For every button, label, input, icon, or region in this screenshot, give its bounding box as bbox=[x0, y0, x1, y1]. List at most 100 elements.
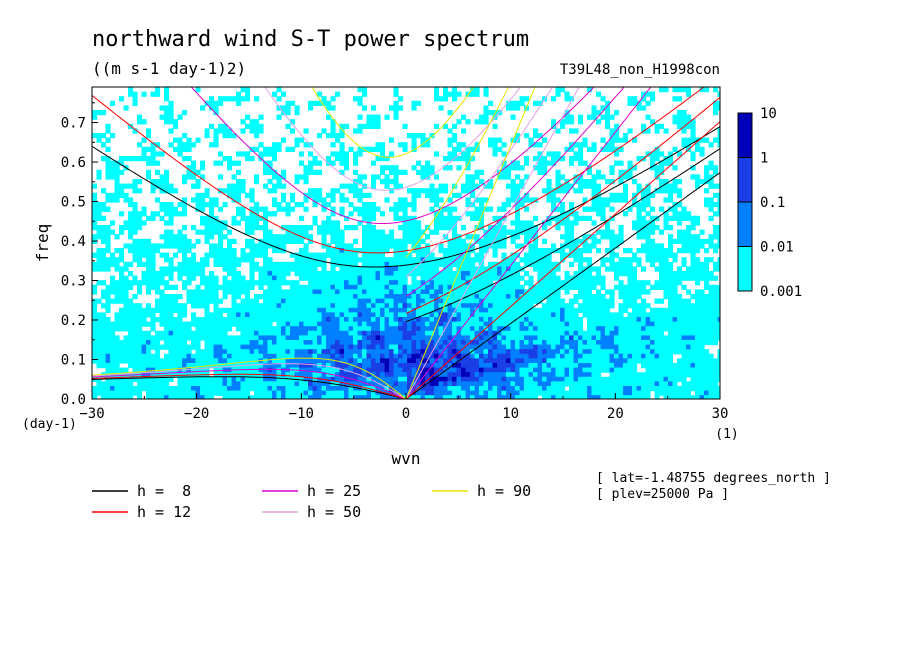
heatmap-cell bbox=[605, 312, 611, 318]
heatmap-cell bbox=[276, 179, 282, 185]
heatmap-cell bbox=[195, 238, 201, 244]
heatmap-cell bbox=[402, 335, 408, 341]
heatmap-cell bbox=[137, 344, 143, 350]
heatmap-cell bbox=[353, 96, 359, 102]
heatmap-cell bbox=[578, 215, 584, 221]
heatmap-cell bbox=[411, 275, 417, 281]
heatmap-cell bbox=[483, 206, 489, 212]
heatmap-cell bbox=[632, 303, 638, 309]
heatmap-cell bbox=[128, 234, 134, 240]
heatmap-cell bbox=[555, 326, 561, 332]
heatmap-cell bbox=[479, 243, 485, 249]
heatmap-cell bbox=[479, 275, 485, 281]
heatmap-cell bbox=[384, 261, 390, 267]
heatmap-cell bbox=[506, 289, 512, 295]
heatmap-cell bbox=[164, 202, 170, 208]
heatmap-cell bbox=[155, 353, 161, 359]
heatmap-cell bbox=[101, 312, 107, 318]
heatmap-cell bbox=[434, 211, 440, 217]
heatmap-cell bbox=[492, 340, 498, 346]
heatmap-cell bbox=[146, 146, 152, 152]
heatmap-cell bbox=[645, 349, 651, 355]
heatmap-cell bbox=[402, 349, 408, 355]
heatmap-cell bbox=[461, 321, 467, 327]
heatmap-cell bbox=[641, 358, 647, 364]
heatmap-cell bbox=[308, 105, 314, 111]
heatmap-cell bbox=[420, 340, 426, 346]
heatmap-cell bbox=[483, 119, 489, 125]
heatmap-cell bbox=[339, 303, 345, 309]
heatmap-cell bbox=[290, 197, 296, 203]
heatmap-cell bbox=[281, 275, 287, 281]
heatmap-cell bbox=[321, 220, 327, 226]
heatmap-cell bbox=[204, 312, 210, 318]
heatmap-cell bbox=[177, 330, 183, 336]
heatmap-cell bbox=[668, 243, 674, 249]
heatmap-cell bbox=[366, 363, 372, 369]
heatmap-cell bbox=[591, 238, 597, 244]
heatmap-cell bbox=[114, 165, 120, 171]
heatmap-cell bbox=[641, 96, 647, 102]
heatmap-cell bbox=[510, 100, 516, 106]
heatmap-cell bbox=[537, 340, 543, 346]
heatmap-cell bbox=[146, 128, 152, 134]
heatmap-cell bbox=[186, 330, 192, 336]
heatmap-cell bbox=[452, 133, 458, 139]
heatmap-cell bbox=[717, 266, 720, 272]
heatmap-cell bbox=[551, 243, 557, 249]
heatmap-cell bbox=[515, 289, 521, 295]
heatmap-cell bbox=[600, 275, 606, 281]
heatmap-cell bbox=[393, 252, 399, 258]
heatmap-cell bbox=[416, 266, 422, 272]
heatmap-cell bbox=[312, 317, 318, 323]
heatmap-cell bbox=[474, 211, 480, 217]
heatmap-cell bbox=[677, 238, 683, 244]
heatmap-cell bbox=[191, 358, 197, 364]
heatmap-cell bbox=[605, 317, 611, 323]
heatmap-cell bbox=[123, 284, 129, 290]
heatmap-cell bbox=[483, 110, 489, 116]
heatmap-cell bbox=[164, 363, 170, 369]
heatmap-cell bbox=[177, 114, 183, 120]
heatmap-cell bbox=[173, 321, 179, 327]
heatmap-cell bbox=[668, 188, 674, 194]
heatmap-cell bbox=[249, 238, 255, 244]
heatmap-cell bbox=[474, 317, 480, 323]
heatmap-cell bbox=[195, 197, 201, 203]
heatmap-cell bbox=[200, 326, 206, 332]
heatmap-cell bbox=[546, 307, 552, 313]
heatmap-cell bbox=[416, 353, 422, 359]
heatmap-cell bbox=[474, 363, 480, 369]
heatmap-cell bbox=[317, 307, 323, 313]
heatmap-cell bbox=[569, 335, 575, 341]
heatmap-cell bbox=[708, 197, 714, 203]
heatmap-cell bbox=[713, 211, 719, 217]
heatmap-cell bbox=[285, 211, 291, 217]
heatmap-cell bbox=[704, 202, 710, 208]
heatmap-cell bbox=[672, 96, 678, 102]
heatmap-cell bbox=[263, 303, 269, 309]
heatmap-cell bbox=[362, 91, 368, 97]
heatmap-cell bbox=[672, 294, 678, 300]
heatmap-cell bbox=[272, 330, 278, 336]
heatmap-cell bbox=[438, 271, 444, 277]
heatmap-cell bbox=[416, 169, 422, 175]
heatmap-cell bbox=[321, 225, 327, 231]
heatmap-cell bbox=[249, 312, 255, 318]
heatmap-cell bbox=[321, 344, 327, 350]
heatmap-cell bbox=[393, 289, 399, 295]
heatmap-cell bbox=[267, 275, 273, 281]
heatmap-cell bbox=[209, 234, 215, 240]
heatmap-cell bbox=[623, 303, 629, 309]
heatmap-cell bbox=[366, 284, 372, 290]
heatmap-cell bbox=[704, 87, 710, 93]
heatmap-cell bbox=[407, 330, 413, 336]
heatmap-cell bbox=[236, 335, 242, 341]
heatmap-cell bbox=[195, 169, 201, 175]
heatmap-cell bbox=[425, 303, 431, 309]
heatmap-cell bbox=[227, 280, 233, 286]
heatmap-cell bbox=[546, 294, 552, 300]
heatmap-cell bbox=[407, 321, 413, 327]
heatmap-cell bbox=[614, 197, 620, 203]
heatmap-cell bbox=[429, 321, 435, 327]
